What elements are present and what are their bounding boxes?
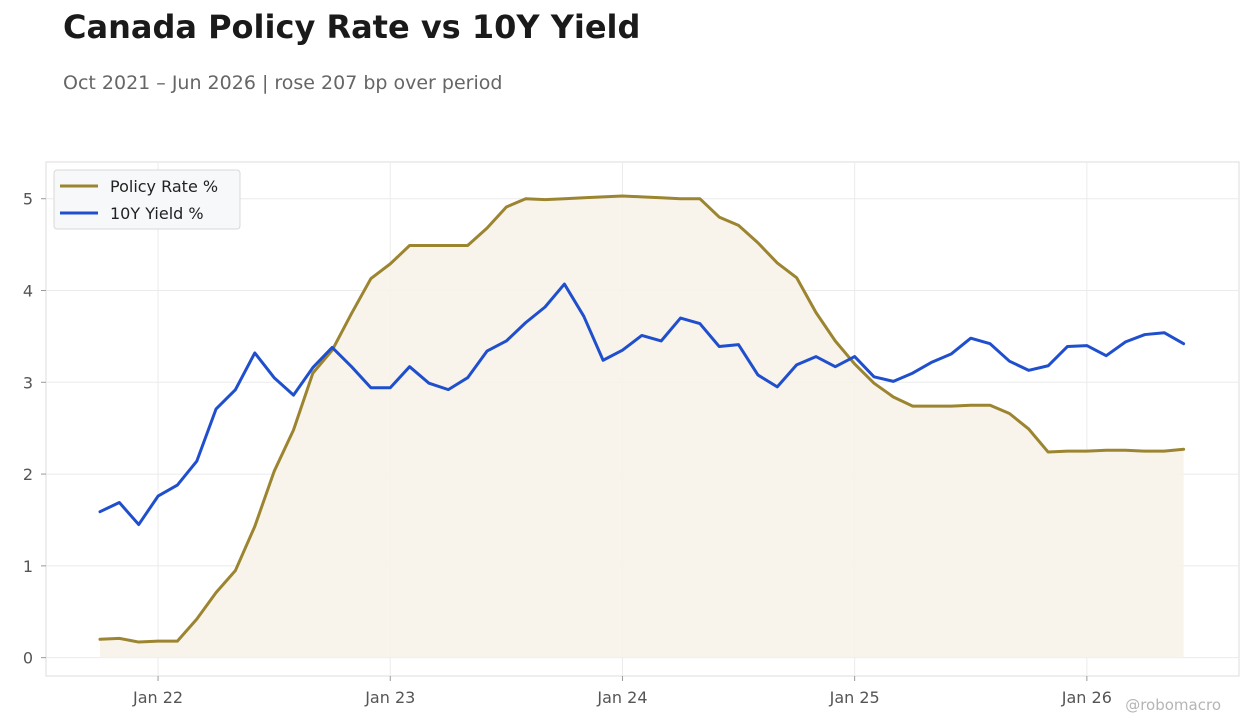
y-tick-label: 1	[23, 557, 33, 576]
x-tick-label: Jan 22	[132, 688, 183, 707]
line-policy-rate	[98, 194, 1186, 644]
legend-label-policy-rate: Policy Rate %	[110, 177, 218, 196]
y-tick-label: 5	[23, 190, 33, 209]
legend[interactable]: Policy Rate % 10Y Yield %	[53, 169, 241, 230]
series-layer	[98, 194, 1186, 658]
x-tick-label: Jan 24	[596, 688, 647, 707]
area-policy-rate	[100, 195, 1184, 658]
watermark: @robomacro	[1125, 696, 1221, 714]
x-tick-label: Jan 25	[829, 688, 880, 707]
y-tick-label: 4	[23, 282, 33, 301]
x-axis: Jan 22 Jan 23 Jan 24 Jan 25 Jan 26	[132, 676, 1112, 707]
chart-subtitle: Oct 2021 – Jun 2026 | rose 207 bp over p…	[63, 72, 503, 94]
line-10y-yield	[98, 282, 1186, 527]
y-tick-label: 0	[23, 649, 33, 668]
chart-title: Canada Policy Rate vs 10Y Yield	[63, 8, 641, 46]
y-axis: 0 1 2 3 4 5	[23, 190, 46, 668]
y-tick-label: 2	[23, 465, 33, 484]
x-tick-label: Jan 23	[364, 688, 415, 707]
legend-box	[53, 169, 241, 230]
y-tick-label: 3	[23, 373, 33, 392]
x-tick-label: Jan 26	[1061, 688, 1112, 707]
legend-label-10y-yield: 10Y Yield %	[110, 204, 204, 223]
